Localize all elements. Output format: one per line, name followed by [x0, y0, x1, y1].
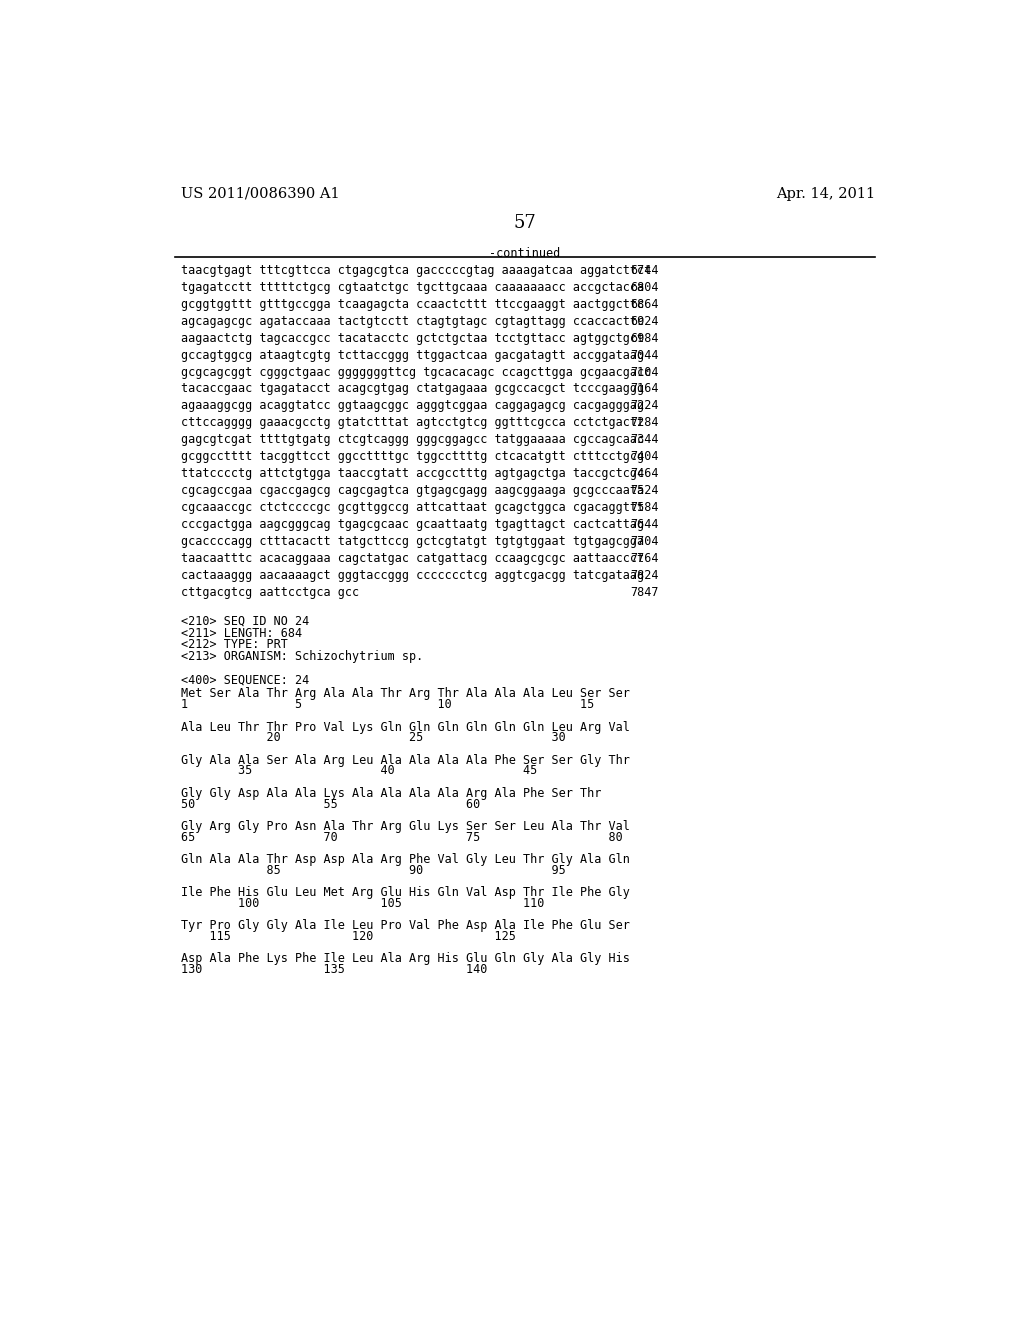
Text: aagaactctg tagcaccgcc tacatacctc gctctgctaa tcctgttacc agtggctgct: aagaactctg tagcaccgcc tacatacctc gctctgc…: [180, 331, 644, 345]
Text: taacaatttc acacaggaaa cagctatgac catgattacg ccaagcgcgc aattaaccct: taacaatttc acacaggaaa cagctatgac catgatt…: [180, 552, 644, 565]
Text: tgagatcctt tttttctgcg cgtaatctgc tgcttgcaaa caaaaaaacc accgctacca: tgagatcctt tttttctgcg cgtaatctgc tgcttgc…: [180, 281, 644, 294]
Text: agcagagcgc agataccaaa tactgtcctt ctagtgtagc cgtagttagg ccaccacttc: agcagagcgc agataccaaa tactgtcctt ctagtgt…: [180, 314, 644, 327]
Text: Tyr Pro Gly Gly Ala Ile Leu Pro Val Phe Asp Ala Ile Phe Glu Ser: Tyr Pro Gly Gly Ala Ile Leu Pro Val Phe …: [180, 919, 630, 932]
Text: 65                  70                  75                  80: 65 70 75 80: [180, 830, 623, 843]
Text: 1               5                   10                  15: 1 5 10 15: [180, 698, 594, 711]
Text: cttgacgtcg aattcctgca gcc: cttgacgtcg aattcctgca gcc: [180, 586, 358, 599]
Text: Met Ser Ala Thr Arg Ala Ala Thr Arg Thr Ala Ala Ala Leu Ser Ser: Met Ser Ala Thr Arg Ala Ala Thr Arg Thr …: [180, 688, 630, 701]
Text: 35                  40                  45: 35 40 45: [180, 764, 537, 777]
Text: 7104: 7104: [630, 366, 658, 379]
Text: Gly Ala Ala Ser Ala Arg Leu Ala Ala Ala Ala Phe Ser Ser Gly Thr: Gly Ala Ala Ser Ala Arg Leu Ala Ala Ala …: [180, 754, 630, 767]
Text: 7847: 7847: [630, 586, 658, 599]
Text: 7224: 7224: [630, 400, 658, 412]
Text: 7704: 7704: [630, 535, 658, 548]
Text: tacaccgaac tgagatacct acagcgtgag ctatgagaaa gcgccacgct tcccgaaggg: tacaccgaac tgagatacct acagcgtgag ctatgag…: [180, 383, 644, 396]
Text: gcgcagcggt cgggctgaac gggggggttcg tgcacacagc ccagcttgga gcgaacgacc: gcgcagcggt cgggctgaac gggggggttcg tgcaca…: [180, 366, 651, 379]
Text: 100                 105                 110: 100 105 110: [180, 896, 544, 909]
Text: <213> ORGANISM: Schizochytrium sp.: <213> ORGANISM: Schizochytrium sp.: [180, 649, 423, 663]
Text: 6864: 6864: [630, 298, 658, 310]
Text: 6804: 6804: [630, 281, 658, 294]
Text: 85                  90                  95: 85 90 95: [180, 863, 565, 876]
Text: 7764: 7764: [630, 552, 658, 565]
Text: 7524: 7524: [630, 484, 658, 498]
Text: <400> SEQUENCE: 24: <400> SEQUENCE: 24: [180, 673, 309, 686]
Text: gagcgtcgat ttttgtgatg ctcgtcaggg gggcggagcc tatggaaaaa cgccagcaac: gagcgtcgat ttttgtgatg ctcgtcaggg gggcgga…: [180, 433, 644, 446]
Text: 7464: 7464: [630, 467, 658, 480]
Text: <212> TYPE: PRT: <212> TYPE: PRT: [180, 638, 288, 651]
Text: gcaccccagg ctttacactt tatgcttccg gctcgtatgt tgtgtggaat tgtgagcgga: gcaccccagg ctttacactt tatgcttccg gctcgta…: [180, 535, 644, 548]
Text: Asp Ala Phe Lys Phe Ile Leu Ala Arg His Glu Gln Gly Ala Gly His: Asp Ala Phe Lys Phe Ile Leu Ala Arg His …: [180, 952, 630, 965]
Text: 7044: 7044: [630, 348, 658, 362]
Text: agaaaggcgg acaggtatcc ggtaagcggc agggtcggaa caggagagcg cacgagggag: agaaaggcgg acaggtatcc ggtaagcggc agggtcg…: [180, 400, 644, 412]
Text: Ala Leu Thr Thr Pro Val Lys Gln Gln Gln Gln Gln Gln Leu Arg Val: Ala Leu Thr Thr Pro Val Lys Gln Gln Gln …: [180, 721, 630, 734]
Text: -continued: -continued: [489, 247, 560, 260]
Text: taacgtgagt tttcgttcca ctgagcgtca gacccccgtag aaaagatcaa aggatcttct: taacgtgagt tttcgttcca ctgagcgtca gaccccc…: [180, 264, 651, 277]
Text: cttccagggg gaaacgcctg gtatctttat agtcctgtcg ggtttcgcca cctctgactt: cttccagggg gaaacgcctg gtatctttat agtcctg…: [180, 416, 644, 429]
Text: 7824: 7824: [630, 569, 658, 582]
Text: cccgactgga aagcgggcag tgagcgcaac gcaattaatg tgagttagct cactcattag: cccgactgga aagcgggcag tgagcgcaac gcaatta…: [180, 517, 644, 531]
Text: 6744: 6744: [630, 264, 658, 277]
Text: 130                 135                 140: 130 135 140: [180, 964, 487, 975]
Text: Gln Ala Ala Thr Asp Asp Ala Arg Phe Val Gly Leu Thr Gly Ala Gln: Gln Ala Ala Thr Asp Asp Ala Arg Phe Val …: [180, 853, 630, 866]
Text: gcggtggttt gtttgccgga tcaagagcta ccaactcttt ttccgaaggt aactggcttc: gcggtggttt gtttgccgga tcaagagcta ccaactc…: [180, 298, 644, 310]
Text: gccagtggcg ataagtcgtg tcttaccggg ttggactcaa gacgatagtt accggataag: gccagtggcg ataagtcgtg tcttaccggg ttggact…: [180, 348, 644, 362]
Text: 7584: 7584: [630, 502, 658, 513]
Text: gcggcctttt tacggttcct ggccttttgc tggccttttg ctcacatgtt ctttcctgcg: gcggcctttt tacggttcct ggccttttgc tggcctt…: [180, 450, 644, 463]
Text: 50                  55                  60: 50 55 60: [180, 797, 480, 810]
Text: cgcaaaccgc ctctccccgc gcgttggccg attcattaat gcagctggca cgacaggttt: cgcaaaccgc ctctccccgc gcgttggccg attcatt…: [180, 502, 644, 513]
Text: Ile Phe His Glu Leu Met Arg Glu His Gln Val Asp Thr Ile Phe Gly: Ile Phe His Glu Leu Met Arg Glu His Gln …: [180, 886, 630, 899]
Text: 6984: 6984: [630, 331, 658, 345]
Text: 7644: 7644: [630, 517, 658, 531]
Text: 7344: 7344: [630, 433, 658, 446]
Text: Gly Gly Asp Ala Ala Lys Ala Ala Ala Ala Arg Ala Phe Ser Thr: Gly Gly Asp Ala Ala Lys Ala Ala Ala Ala …: [180, 787, 601, 800]
Text: 7284: 7284: [630, 416, 658, 429]
Text: 57: 57: [513, 214, 537, 232]
Text: ttatcccctg attctgtgga taaccgtatt accgcctttg agtgagctga taccgctcgc: ttatcccctg attctgtgga taaccgtatt accgcct…: [180, 467, 644, 480]
Text: US 2011/0086390 A1: US 2011/0086390 A1: [180, 187, 339, 201]
Text: 6924: 6924: [630, 314, 658, 327]
Text: <211> LENGTH: 684: <211> LENGTH: 684: [180, 627, 302, 640]
Text: 7404: 7404: [630, 450, 658, 463]
Text: 20                  25                  30: 20 25 30: [180, 731, 565, 744]
Text: Apr. 14, 2011: Apr. 14, 2011: [776, 187, 876, 201]
Text: cactaaaggg aacaaaagct gggtaccggg ccccccctcg aggtcgacgg tatcgataag: cactaaaggg aacaaaagct gggtaccggg ccccccc…: [180, 569, 644, 582]
Text: 115                 120                 125: 115 120 125: [180, 929, 515, 942]
Text: cgcagccgaa cgaccgagcg cagcgagtca gtgagcgagg aagcggaaga gcgcccaata: cgcagccgaa cgaccgagcg cagcgagtca gtgagcg…: [180, 484, 644, 498]
Text: Gly Arg Gly Pro Asn Ala Thr Arg Glu Lys Ser Ser Leu Ala Thr Val: Gly Arg Gly Pro Asn Ala Thr Arg Glu Lys …: [180, 820, 630, 833]
Text: 7164: 7164: [630, 383, 658, 396]
Text: <210> SEQ ID NO 24: <210> SEQ ID NO 24: [180, 615, 309, 628]
